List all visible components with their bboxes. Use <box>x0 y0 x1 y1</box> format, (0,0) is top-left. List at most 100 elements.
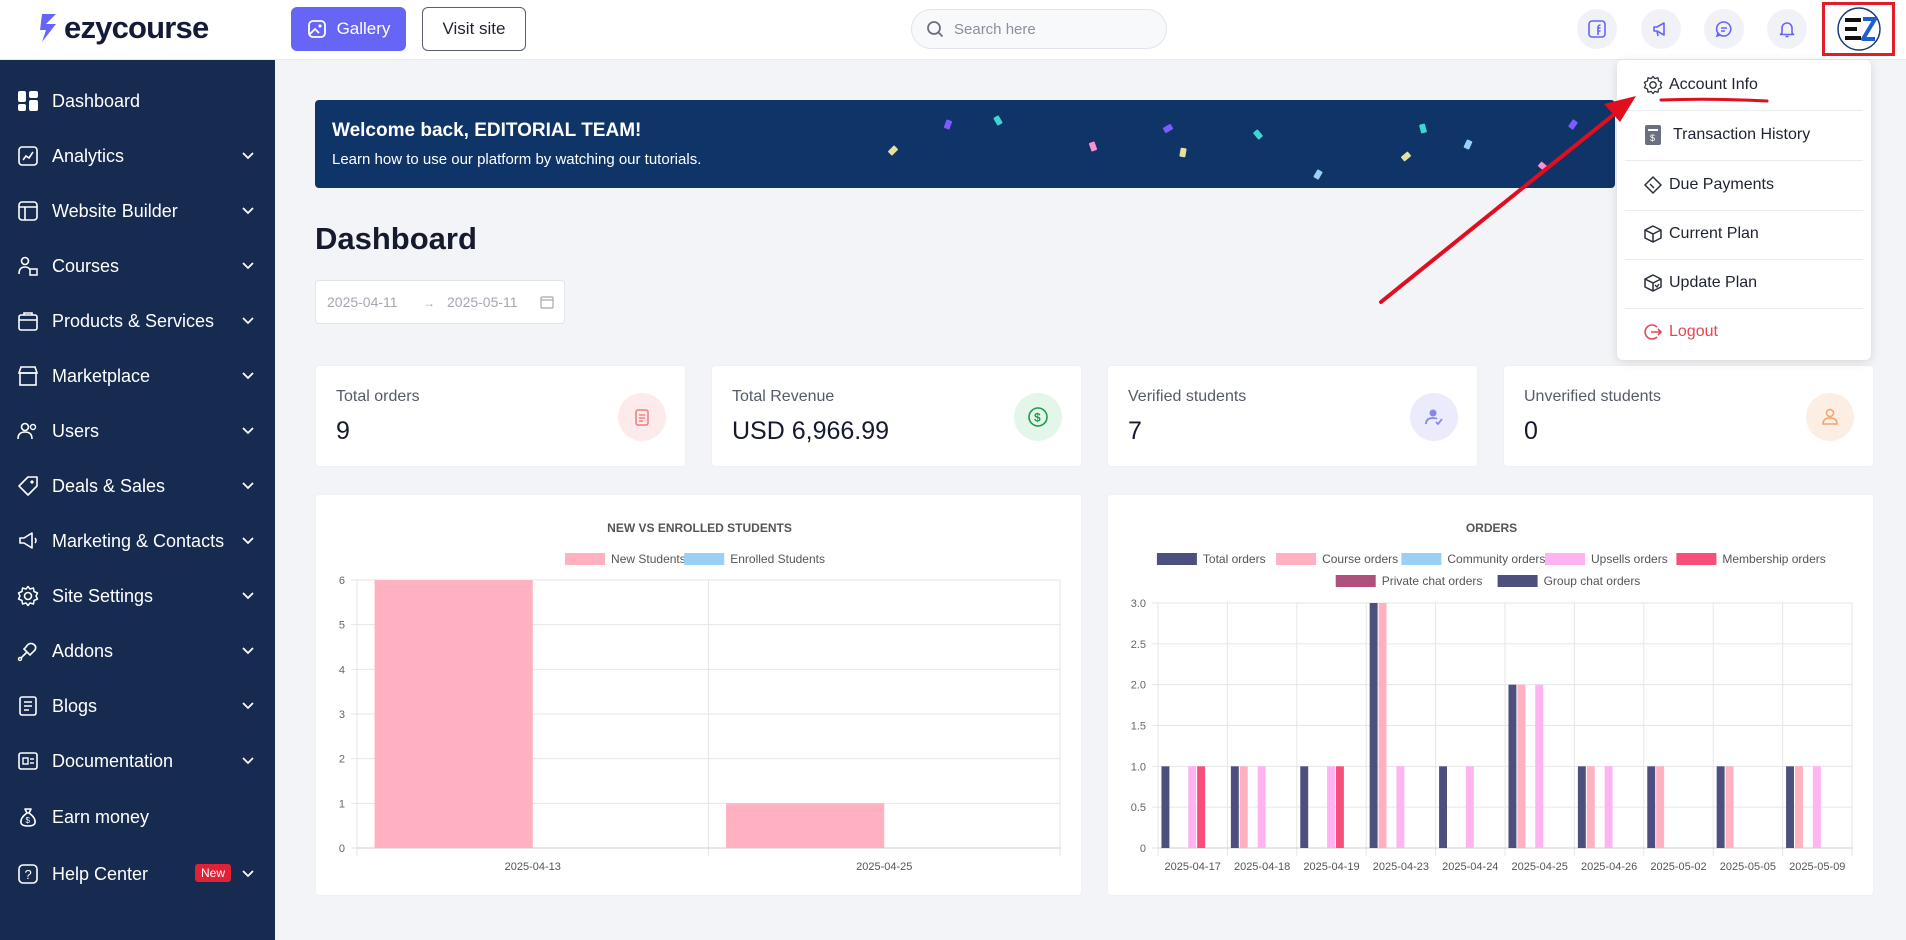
stat-value: 0 <box>1524 417 1538 445</box>
legend-label: Community orders <box>1447 552 1545 566</box>
sidebar-item-courses[interactable]: Courses <box>0 244 275 288</box>
legend-label: New Students <box>611 552 686 566</box>
ticket-icon <box>1641 173 1665 197</box>
sidebar-item-label: Users <box>52 420 100 441</box>
sidebar-item-help-center[interactable]: ? Help Center New <box>0 852 275 896</box>
stat-value: 7 <box>1128 417 1142 445</box>
bar <box>1517 684 1526 848</box>
logo[interactable]: ezycourse <box>38 10 209 46</box>
legend-label: Membership orders <box>1722 552 1825 566</box>
sidebar-item-earn-money[interactable]: $ Earn money <box>0 795 275 839</box>
sidebar-item-label: Documentation <box>52 750 174 771</box>
date-range-picker[interactable]: 2025-04-11 → 2025-05-11 <box>315 280 565 324</box>
sidebar-item-users[interactable]: Users <box>0 409 275 453</box>
sidebar-item-marketplace[interactable]: Marketplace <box>0 354 275 398</box>
chevron-down-icon <box>242 537 254 545</box>
x-tick-label: 2025-05-05 <box>1720 861 1776 873</box>
x-tick-label: 2025-04-18 <box>1234 861 1290 873</box>
y-tick-label: 0 <box>339 843 345 855</box>
stat-card-verified-students: Verified students 7 <box>1107 365 1478 467</box>
bar <box>1239 766 1248 848</box>
sidebar-item-blogs[interactable]: Blogs <box>0 684 275 728</box>
receipt-icon: $ <box>1641 123 1665 147</box>
legend-swatch <box>1276 553 1317 565</box>
users-icon <box>16 419 40 443</box>
x-tick-label: 2025-04-13 <box>505 861 561 873</box>
menu-item-due-payments[interactable]: Due Payments <box>1625 164 1863 206</box>
sidebar-item-deals-sales[interactable]: Deals & Sales <box>0 464 275 508</box>
y-tick-label: 3 <box>339 709 345 721</box>
visit-site-button[interactable]: Visit site <box>422 7 526 51</box>
bar <box>1508 684 1517 848</box>
search-input[interactable] <box>954 20 1144 38</box>
date-end[interactable]: 2025-05-11 <box>447 294 518 310</box>
tag-icon <box>16 474 40 498</box>
bar <box>1535 684 1544 848</box>
sidebar: Dashboard Analytics Website Builder Cour… <box>0 60 275 940</box>
bar <box>1725 766 1734 848</box>
bar <box>1604 766 1613 848</box>
messages-button[interactable] <box>1704 9 1744 49</box>
x-tick-label: 2025-04-25 <box>1512 861 1568 873</box>
sidebar-item-site-settings[interactable]: Site Settings <box>0 574 275 618</box>
bar <box>374 580 533 848</box>
chart-orders: ORDERS Total orders Course orders Community… <box>1131 521 1853 873</box>
chevron-down-icon <box>242 207 254 215</box>
y-tick-label: 4 <box>339 664 345 676</box>
addons-icon <box>16 639 40 663</box>
bar <box>1188 766 1197 848</box>
bar <box>1656 766 1665 848</box>
facebook-button[interactable] <box>1577 9 1617 49</box>
money-bag-icon: $ <box>16 805 40 829</box>
y-tick-label: 1.5 <box>1131 721 1146 733</box>
y-tick-label: 2.5 <box>1131 639 1146 651</box>
page-title: Dashboard <box>315 221 477 256</box>
legend-swatch <box>1497 575 1538 587</box>
sidebar-item-label: Earn money <box>52 806 150 827</box>
legend-swatch <box>1401 553 1442 565</box>
sidebar-item-label: Website Builder <box>52 200 178 221</box>
verified-user-icon <box>1410 393 1458 441</box>
documentation-icon <box>16 749 40 773</box>
stat-value: 9 <box>336 417 350 445</box>
profile-avatar-button[interactable] <box>1822 2 1895 56</box>
legend-label: Total orders <box>1203 552 1266 566</box>
stat-value: USD 6,966.99 <box>732 417 890 445</box>
x-tick-label: 2025-04-23 <box>1373 861 1429 873</box>
y-tick-label: 2 <box>339 754 345 766</box>
svg-text:$: $ <box>1650 133 1655 143</box>
menu-item-transaction-history[interactable]: $ Transaction History <box>1625 114 1863 156</box>
search-box[interactable] <box>911 9 1167 49</box>
gallery-button[interactable]: Gallery <box>291 7 406 51</box>
stat-label: Total orders <box>336 388 420 405</box>
bar <box>726 803 885 848</box>
menu-item-current-plan[interactable]: Current Plan <box>1625 213 1863 255</box>
sidebar-item-dashboard[interactable]: Dashboard <box>0 79 275 123</box>
menu-item-label: Transaction History <box>1673 126 1811 143</box>
sidebar-item-addons[interactable]: Addons <box>0 629 275 673</box>
chevron-down-icon <box>242 317 254 325</box>
sidebar-item-analytics[interactable]: Analytics <box>0 134 275 178</box>
menu-item-label: Due Payments <box>1669 176 1774 193</box>
menu-item-update-plan[interactable]: Update Plan <box>1625 262 1863 304</box>
menu-item-label: Update Plan <box>1669 274 1758 291</box>
bar <box>1812 766 1821 848</box>
sidebar-item-documentation[interactable]: Documentation <box>0 739 275 783</box>
chevron-down-icon <box>242 152 254 160</box>
notifications-button[interactable] <box>1767 9 1807 49</box>
bar <box>1369 603 1378 848</box>
calendar-icon <box>540 296 554 309</box>
y-tick-label: 0 <box>1140 843 1146 855</box>
website-builder-icon <box>16 199 40 223</box>
sidebar-item-products-services[interactable]: Products & Services <box>0 299 275 343</box>
chevron-down-icon <box>242 647 254 655</box>
sidebar-item-website-builder[interactable]: Website Builder <box>0 189 275 233</box>
bar <box>1161 766 1170 848</box>
sidebar-item-marketing-contacts[interactable]: Marketing & Contacts <box>0 519 275 563</box>
visit-site-label: Visit site <box>442 19 506 38</box>
date-start[interactable]: 2025-04-11 <box>327 294 398 310</box>
welcome-banner: Welcome back, EDITORIAL TEAM! Learn how … <box>315 100 1615 188</box>
announcement-button[interactable] <box>1641 9 1681 49</box>
menu-item-account-info[interactable]: Account Info <box>1625 64 1863 106</box>
menu-item-logout[interactable]: Logout <box>1625 311 1863 353</box>
